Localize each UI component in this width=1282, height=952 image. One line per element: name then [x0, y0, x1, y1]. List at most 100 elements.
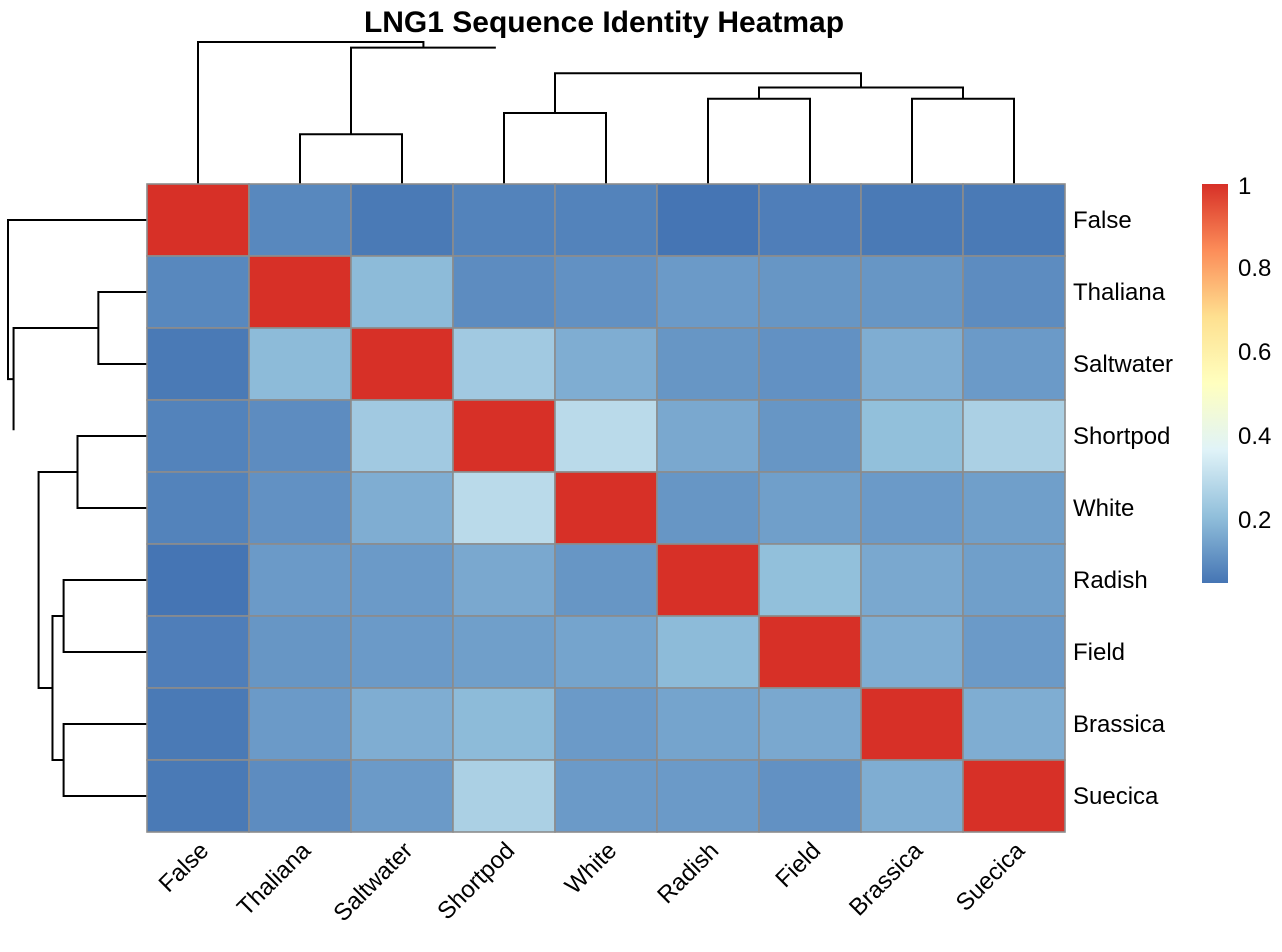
heatmap-cell-thaliana-thaliana — [248, 255, 352, 329]
colorbar-tick-label: 0.8 — [1238, 255, 1271, 282]
heatmap-cell-false-brassica — [860, 183, 964, 257]
heatmap-cell-thaliana-shortpod — [452, 255, 556, 329]
heatmap-cell-brassica-false — [146, 687, 250, 761]
heatmap-cell-white-thaliana — [248, 471, 352, 545]
heatmap-cell-thaliana-saltwater — [350, 255, 454, 329]
heatmap-cell-false-shortpod — [452, 183, 556, 257]
heatmap-cell-shortpod-thaliana — [248, 399, 352, 473]
column-dendrogram-branch — [197, 41, 425, 184]
column-dendrogram-branch — [911, 97, 1015, 184]
heatmap-cell-saltwater-thaliana — [248, 327, 352, 401]
column-label: Saltwater — [328, 837, 418, 927]
heatmap-cell-thaliana-suecica — [962, 255, 1066, 329]
heatmap-cell-false-thaliana — [248, 183, 352, 257]
heatmap-cell-thaliana-white — [554, 255, 658, 329]
heatmap-cell-field-white — [554, 615, 658, 689]
heatmap-cell-saltwater-brassica — [860, 327, 964, 401]
colorbar-tick-label: 1 — [1238, 173, 1251, 200]
heatmap-cell-saltwater-white — [554, 327, 658, 401]
heatmap-cell-saltwater-suecica — [962, 327, 1066, 401]
row-dendrogram-branch — [97, 291, 147, 365]
heatmap-cell-field-shortpod — [452, 615, 556, 689]
heatmap-cell-radish-saltwater — [350, 543, 454, 617]
colorbar-tick-label: 0.2 — [1238, 507, 1271, 534]
row-label: Radish — [1073, 567, 1148, 594]
heatmap-cell-shortpod-field — [758, 399, 862, 473]
heatmap-cell-white-radish — [656, 471, 760, 545]
heatmap-cell-shortpod-white — [554, 399, 658, 473]
row-label: Suecica — [1073, 783, 1159, 810]
heatmap-cell-thaliana-field — [758, 255, 862, 329]
heatmap-cell-white-brassica — [860, 471, 964, 545]
row-labels: False Thaliana Saltwater Shortpod White Radis… — [1073, 207, 1173, 810]
column-labels: False Thaliana Saltwater Shortpod White Radis… — [154, 837, 1031, 927]
heatmap-cell-brassica-brassica — [860, 687, 964, 761]
heatmap-cell-field-suecica — [962, 615, 1066, 689]
heatmap-cell-white-saltwater — [350, 471, 454, 545]
heatmap-cell-shortpod-radish — [656, 399, 760, 473]
heatmap-cell-thaliana-brassica — [860, 255, 964, 329]
heatmap-cell-brassica-field — [758, 687, 862, 761]
row-dendrogram-branch — [37, 471, 78, 689]
heatmap-cell-radish-field — [758, 543, 862, 617]
row-label: Thaliana — [1073, 279, 1166, 306]
heatmap-cell-shortpod-saltwater — [350, 399, 454, 473]
heatmap-cell-suecica-saltwater — [350, 759, 454, 833]
heatmap-cell-field-radish — [656, 615, 760, 689]
row-label: Saltwater — [1073, 351, 1173, 378]
row-dendrogram-branch — [51, 615, 64, 761]
heatmap-cell-radish-radish — [656, 543, 760, 617]
colorbar-legend: 1 0.8 0.6 0.4 0.2 — [1202, 173, 1271, 583]
heatmap-cell-suecica-shortpod — [452, 759, 556, 833]
column-dendrogram-branch — [758, 86, 964, 99]
heatmap-cell-radish-brassica — [860, 543, 964, 617]
heatmap-cell-radish-false — [146, 543, 250, 617]
heatmap-cell-white-shortpod — [452, 471, 556, 545]
heatmap-cell-white-white — [554, 471, 658, 545]
row-label: Brassica — [1073, 711, 1166, 738]
row-label: Field — [1073, 639, 1125, 666]
row-dendrogram-branch — [62, 723, 147, 797]
column-dendrogram-branch — [707, 97, 811, 184]
row-dendrogram-branch — [62, 579, 147, 653]
column-dendrogram — [197, 41, 1015, 184]
row-label: White — [1073, 495, 1134, 522]
heatmap-cell-false-suecica — [962, 183, 1066, 257]
heatmap-cell-white-suecica — [962, 471, 1066, 545]
heatmap-cell-suecica-white — [554, 759, 658, 833]
heatmap-cell-brassica-white — [554, 687, 658, 761]
heatmap-cell-brassica-saltwater — [350, 687, 454, 761]
heatmap-cell-suecica-brassica — [860, 759, 964, 833]
heatmap-cell-white-field — [758, 471, 862, 545]
heatmap-cell-suecica-suecica — [962, 759, 1066, 833]
heatmap-cell-saltwater-radish — [656, 327, 760, 401]
heatmap-cell-shortpod-shortpod — [452, 399, 556, 473]
heatmap-cell-thaliana-false — [146, 255, 250, 329]
heatmap-cell-saltwater-false — [146, 327, 250, 401]
column-label: Radish — [652, 837, 724, 909]
heatmap-cell-field-field — [758, 615, 862, 689]
column-label: White — [560, 837, 622, 899]
row-label: Shortpod — [1073, 423, 1170, 450]
heatmap-cell-shortpod-suecica — [962, 399, 1066, 473]
heatmap-cell-brassica-suecica — [962, 687, 1066, 761]
heatmap-cell-false-radish — [656, 183, 760, 257]
heatmap-cell-saltwater-field — [758, 327, 862, 401]
heatmap-cell-radish-white — [554, 543, 658, 617]
heatmap-cell-false-saltwater — [350, 183, 454, 257]
heatmap-cell-radish-suecica — [962, 543, 1066, 617]
column-label: Thaliana — [232, 837, 317, 922]
column-dendrogram-branch — [554, 72, 862, 113]
heatmap-cell-field-saltwater — [350, 615, 454, 689]
heatmap-cell-suecica-thaliana — [248, 759, 352, 833]
heatmap-cells — [146, 183, 1066, 833]
heatmap-cell-saltwater-saltwater — [350, 327, 454, 401]
row-dendrogram-branch — [12, 327, 99, 431]
heatmap-cell-suecica-field — [758, 759, 862, 833]
heatmap-cell-saltwater-shortpod — [452, 327, 556, 401]
heatmap-cell-brassica-thaliana — [248, 687, 352, 761]
colorbar-tick-label: 0.4 — [1238, 423, 1271, 450]
heatmap-cell-shortpod-brassica — [860, 399, 964, 473]
heatmap-cell-false-false — [146, 183, 250, 257]
